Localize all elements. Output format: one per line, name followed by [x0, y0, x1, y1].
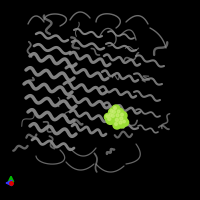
Circle shape: [107, 112, 116, 120]
Circle shape: [106, 115, 108, 117]
Circle shape: [112, 110, 115, 113]
Circle shape: [114, 112, 123, 121]
Circle shape: [121, 119, 129, 126]
Circle shape: [109, 108, 117, 116]
Circle shape: [121, 113, 123, 116]
Circle shape: [115, 118, 118, 121]
Circle shape: [111, 114, 114, 117]
Circle shape: [111, 109, 119, 117]
Circle shape: [114, 117, 122, 125]
Circle shape: [110, 110, 113, 112]
Circle shape: [108, 117, 111, 120]
Circle shape: [114, 107, 116, 109]
Circle shape: [119, 121, 122, 124]
Circle shape: [123, 120, 125, 123]
Circle shape: [115, 123, 117, 125]
Circle shape: [120, 117, 123, 120]
Circle shape: [119, 112, 127, 120]
Circle shape: [116, 108, 124, 116]
Circle shape: [112, 105, 120, 113]
Circle shape: [109, 113, 112, 116]
Circle shape: [106, 116, 115, 124]
Circle shape: [104, 113, 112, 121]
Circle shape: [116, 114, 119, 117]
Circle shape: [117, 119, 126, 128]
Circle shape: [117, 110, 120, 113]
Circle shape: [110, 113, 118, 121]
Circle shape: [118, 115, 127, 124]
Circle shape: [113, 121, 121, 129]
